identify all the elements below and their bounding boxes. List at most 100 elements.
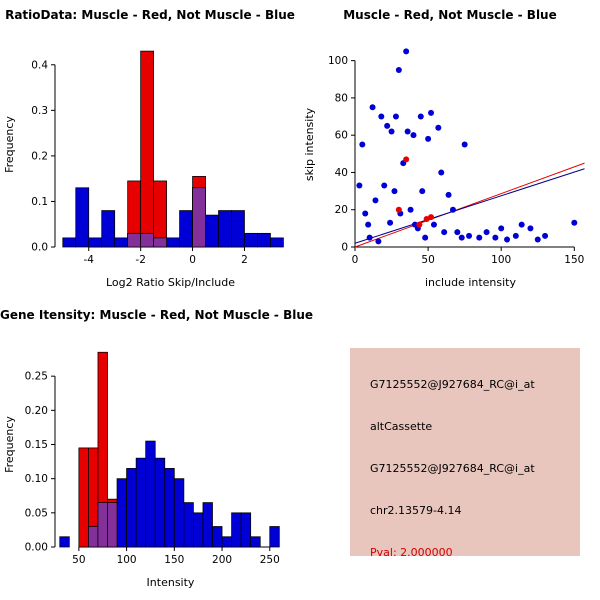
hist-bar [244,232,258,248]
hist-bar [114,237,129,248]
data-point [416,221,423,228]
data-point [366,234,373,241]
x-tick-label: 250 [260,554,280,566]
hist-bar [62,237,77,248]
hist-bar [205,214,219,248]
data-point [375,238,382,245]
panel-ratio-histogram: RatioData: Muscle - Red, Not Muscle - Bl… [0,0,300,300]
hist-bar [126,468,137,548]
data-point [403,156,410,163]
data-point [458,234,465,241]
hist-bar [173,478,185,548]
hist-bar [101,210,116,248]
hist-bar [88,526,99,548]
probe-id-text: G7125552@J927684_RC@i_at [370,378,535,391]
y-tick-label: 0.4 [31,59,48,71]
data-point [483,229,490,236]
probe-info-box: G7125552@J927684_RC@i_at altCassette G71… [350,348,580,559]
hist-bar [231,210,245,248]
y-tick-label: 0.15 [25,439,48,451]
y-tick-label: 0.0 [31,242,48,254]
y-tick-label: 0.1 [31,196,48,208]
data-point [504,236,511,243]
hist-bar [192,187,206,248]
chart-title-ratio: RatioData: Muscle - Red, Not Muscle - Bl… [5,8,295,22]
hist-bar [193,512,204,548]
data-point [476,234,483,241]
notmuscle-fit-line [354,168,585,244]
y-axis-label: skip intensity [303,107,316,181]
x-tick-label: 100 [491,254,511,266]
y-tick-label: 40 [335,167,348,179]
data-point [461,141,468,148]
x-tick-label: 0 [352,254,359,266]
hist-bar [59,536,70,548]
hist-bar [145,440,156,548]
data-point [441,229,448,236]
data-point [395,66,402,73]
hist-bar [88,237,103,248]
data-point [378,113,385,120]
hist-bar [154,457,166,548]
x-tick-label: 200 [212,554,232,566]
data-point [356,182,363,189]
gene-intensity-histogram-plot: 50 100 150 200 250 0.00 0.05 0.10 0.15 0.20 0.25 In… [3,351,280,589]
data-point [498,225,505,232]
hist-bar [250,536,261,548]
hist-bar [218,210,232,248]
hist-bar [270,237,284,248]
data-point [372,197,379,204]
data-point [384,122,391,129]
x-tick-label: -2 [135,254,145,266]
data-point [512,232,519,239]
x-axis-label: Intensity [147,576,195,589]
x-axis-label: include intensity [425,276,517,289]
data-point [407,206,414,213]
x-tick-label: 150 [564,254,584,266]
hist-bar [140,232,155,248]
hist-bar [75,187,90,248]
y-tick-label: 0.00 [25,542,48,554]
hist-bar [212,526,223,548]
x-axis-label: Log2 Ratio Skip/Include [106,276,235,289]
data-point [435,124,442,131]
data-point [395,206,402,213]
data-point [387,219,394,226]
hist-bar [107,502,118,548]
hist-bar [231,512,242,548]
data-point [428,109,435,116]
hist-bar [166,237,180,248]
y-axis-label: Frequency [3,116,16,173]
y-tick-label: 0.05 [25,507,48,519]
data-point [542,232,549,239]
chart-title-gene-intensity: Gene Itensity: Muscle - Red, Not Muscle … [0,308,314,322]
y-tick-label: 0.3 [31,105,48,117]
y-tick-label: 80 [335,92,348,104]
data-point [391,188,398,195]
panel-probe-info: G7125552@J927684_RC@i_at altCassette G71… [300,300,600,600]
hist-bar [140,50,155,248]
data-point [392,113,399,120]
data-point [422,234,429,241]
probe-id-repeat-text: G7125552@J927684_RC@i_at [370,462,535,475]
data-point [419,188,426,195]
hist-bar [153,237,167,248]
data-point [428,214,435,221]
y-axis-label: Frequency [3,416,16,473]
pval-text: Pval: 2.000000 [370,546,453,559]
data-point [527,225,534,232]
hist-bar [202,502,213,548]
panel-intensity-scatter: Muscle - Red, Not Muscle - Blue 0 50 100 15… [300,0,600,300]
y-tick-label: 20 [335,204,348,216]
x-tick-label: 2 [241,254,248,266]
data-point [365,221,372,228]
hist-bar [127,232,142,248]
hist-bar [164,468,175,548]
data-point [369,104,376,111]
muscle-fit-line [354,162,585,248]
data-point [534,236,541,243]
hist-bar [179,210,193,248]
data-point [445,191,452,198]
data-point [466,232,473,239]
